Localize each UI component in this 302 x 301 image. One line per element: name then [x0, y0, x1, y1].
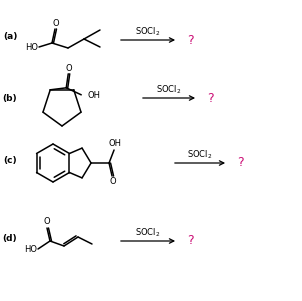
Text: OH: OH — [108, 139, 121, 148]
Text: (d): (d) — [3, 234, 17, 243]
Text: SOCl$_2$: SOCl$_2$ — [187, 149, 213, 161]
Text: ?: ? — [187, 234, 193, 247]
Text: OH: OH — [87, 91, 100, 100]
Text: SOCl$_2$: SOCl$_2$ — [135, 227, 161, 239]
Text: O: O — [110, 178, 116, 187]
Text: HO: HO — [24, 246, 37, 255]
Text: O: O — [44, 218, 50, 226]
Text: SOCl$_2$: SOCl$_2$ — [156, 84, 182, 96]
Text: ?: ? — [207, 92, 213, 104]
Text: (a): (a) — [3, 33, 17, 42]
Text: HO: HO — [25, 42, 38, 51]
Text: O: O — [53, 20, 59, 29]
Text: ?: ? — [187, 33, 193, 46]
Text: O: O — [66, 64, 72, 73]
Text: (b): (b) — [3, 94, 17, 103]
Text: (c): (c) — [3, 157, 17, 166]
Text: ?: ? — [237, 157, 243, 169]
Text: SOCl$_2$: SOCl$_2$ — [135, 26, 161, 38]
